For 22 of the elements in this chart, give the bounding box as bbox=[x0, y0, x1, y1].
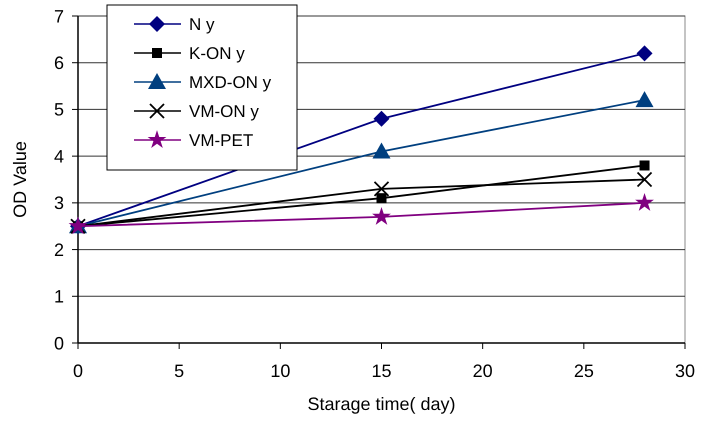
x-tick-label: 20 bbox=[472, 361, 493, 381]
x-tick-label: 0 bbox=[72, 361, 84, 381]
x-tick-label: 10 bbox=[270, 361, 290, 381]
legend-label: K-ON y bbox=[189, 44, 246, 63]
y-tick-label: 0 bbox=[54, 333, 64, 354]
x-tick-label: 25 bbox=[574, 361, 594, 381]
x-tick-label: 15 bbox=[371, 361, 392, 381]
x-tick-label: 30 bbox=[674, 361, 696, 381]
y-tick-label: 3 bbox=[54, 193, 64, 214]
y-tick-label: 5 bbox=[54, 100, 64, 120]
y-tick-label: 4 bbox=[54, 146, 64, 166]
legend-label: MXD-ON y bbox=[189, 72, 272, 92]
legend-label: N y bbox=[189, 14, 215, 34]
y-tick-label: 7 bbox=[54, 6, 64, 26]
y-tick-label: 1 bbox=[54, 286, 64, 307]
x-axis-title: Starage time( day) bbox=[307, 394, 456, 414]
y-tick-label: 2 bbox=[54, 240, 64, 260]
y-axis-title: OD Value bbox=[10, 141, 30, 218]
x-tick-label: 5 bbox=[174, 361, 184, 381]
y-tick-label: 6 bbox=[54, 53, 64, 74]
legend-label: VM-ON y bbox=[189, 102, 260, 121]
legend-label: VM-PET bbox=[189, 130, 254, 150]
